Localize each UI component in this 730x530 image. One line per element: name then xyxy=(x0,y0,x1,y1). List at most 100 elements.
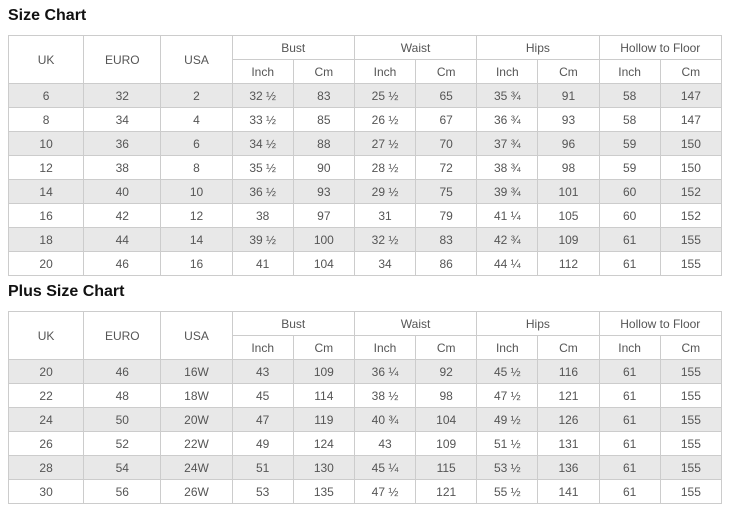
cell: 39 ½ xyxy=(231,227,294,252)
cell: 39 ¾ xyxy=(476,179,539,204)
group-header-waist: Waist xyxy=(353,35,478,60)
table-row: 16 42 12 38 97 31 79 41 ¼ 105 60 152 xyxy=(7,203,723,228)
unit-header-bust-inch: Inch xyxy=(231,335,294,360)
unit-header-hollow-to-floor-inch: Inch xyxy=(598,59,661,84)
unit-header-hips-cm: Cm xyxy=(537,59,600,84)
cell: 98 xyxy=(537,155,600,180)
cell: 38 xyxy=(231,203,294,228)
cell: 2 xyxy=(160,83,233,108)
cell: 135 xyxy=(292,479,355,504)
table-row: 30 56 26W 53 135 47 ½ 121 55 ½ 141 61 155 xyxy=(7,479,723,504)
cell: 27 ½ xyxy=(353,131,417,156)
size-chart-table: UK EURO USA Bust Waist Hips Hollow to Floor Inc… xyxy=(7,35,723,276)
table-row: 18 44 14 39 ½ 100 32 ½ 83 42 ¾ 109 61 155 xyxy=(7,227,723,252)
cell: 43 xyxy=(353,431,417,456)
group-header-hollow-to-floor: Hollow to Floor xyxy=(598,311,723,336)
cell: 150 xyxy=(659,155,723,180)
cell: 44 ¼ xyxy=(476,251,539,276)
column-header-euro: EURO xyxy=(83,311,162,360)
cell: 22W xyxy=(160,431,233,456)
cell: 29 ½ xyxy=(353,179,417,204)
cell: 47 ½ xyxy=(476,383,539,408)
unit-header-waist-cm: Cm xyxy=(415,335,478,360)
group-header-row: UK EURO USA Bust Waist Hips Hollow to Floor xyxy=(7,311,723,360)
unit-header-waist-cm: Cm xyxy=(415,59,478,84)
cell: 61 xyxy=(598,383,661,408)
group-header-bust: Bust xyxy=(231,35,355,60)
cell: 109 xyxy=(537,227,600,252)
cell: 97 xyxy=(292,203,355,228)
cell: 48 xyxy=(83,383,162,408)
size-chart-table-body: 6 32 2 32 ½ 83 25 ½ 65 35 ¾ 91 58 147 8 34 4 33 ½ 85 26 … xyxy=(7,83,723,276)
table-row: 10 36 6 34 ½ 88 27 ½ 70 37 ¾ 96 59 150 xyxy=(7,131,723,156)
cell: 155 xyxy=(659,431,723,456)
unit-header-hips-inch: Inch xyxy=(476,335,539,360)
cell: 30 xyxy=(7,479,85,504)
cell: 47 xyxy=(231,407,294,432)
cell: 44 xyxy=(83,227,162,252)
cell: 60 xyxy=(598,203,661,228)
table-row: 14 40 10 36 ½ 93 29 ½ 75 39 ¾ 101 60 152 xyxy=(7,179,723,204)
unit-header-row: Inch Cm Inch Cm Inch Cm Inch Cm xyxy=(9,59,723,84)
cell: 88 xyxy=(292,131,355,156)
cell: 16 xyxy=(160,251,233,276)
cell: 46 xyxy=(83,359,162,384)
table-row: 12 38 8 35 ½ 90 28 ½ 72 38 ¾ 98 59 150 xyxy=(7,155,723,180)
cell: 155 xyxy=(659,479,723,504)
cell: 152 xyxy=(659,203,723,228)
cell: 92 xyxy=(415,359,478,384)
cell: 90 xyxy=(292,155,355,180)
size-chart-title: Size Chart xyxy=(8,7,87,24)
column-header-uk: UK xyxy=(7,311,85,360)
cell: 58 xyxy=(598,83,661,108)
cell: 38 ½ xyxy=(353,383,417,408)
cell: 40 xyxy=(83,179,162,204)
cell: 119 xyxy=(292,407,355,432)
cell: 121 xyxy=(415,479,478,504)
cell: 54 xyxy=(83,455,162,480)
cell: 91 xyxy=(537,83,600,108)
cell: 98 xyxy=(415,383,478,408)
cell: 72 xyxy=(415,155,478,180)
cell: 24 xyxy=(7,407,85,432)
unit-header-hips-cm: Cm xyxy=(537,335,600,360)
cell: 104 xyxy=(292,251,355,276)
table-row: 28 54 24W 51 130 45 ¼ 115 53 ½ 136 61 155 xyxy=(7,455,723,480)
cell: 36 ½ xyxy=(231,179,294,204)
cell: 155 xyxy=(659,251,723,276)
unit-header-hips-inch: Inch xyxy=(476,59,539,84)
cell: 41 ¼ xyxy=(476,203,539,228)
cell: 114 xyxy=(292,383,355,408)
cell: 112 xyxy=(537,251,600,276)
cell: 45 ½ xyxy=(476,359,539,384)
cell: 150 xyxy=(659,131,723,156)
cell: 155 xyxy=(659,359,723,384)
cell: 86 xyxy=(415,251,478,276)
group-header-row: UK EURO USA Bust Waist Hips Hollow to Floor xyxy=(7,35,723,84)
cell: 61 xyxy=(598,251,661,276)
cell: 46 xyxy=(83,251,162,276)
cell: 61 xyxy=(598,455,661,480)
table-row: 6 32 2 32 ½ 83 25 ½ 65 35 ¾ 91 58 147 xyxy=(7,83,723,108)
cell: 109 xyxy=(415,431,478,456)
unit-header-bust-cm: Cm xyxy=(292,59,355,84)
group-header-hollow-to-floor: Hollow to Floor xyxy=(598,35,723,60)
cell: 55 ½ xyxy=(476,479,539,504)
cell: 16W xyxy=(160,359,233,384)
cell: 24W xyxy=(160,455,233,480)
cell: 36 ¾ xyxy=(476,107,539,132)
plus-size-chart-title: Plus Size Chart xyxy=(8,283,125,300)
cell: 31 xyxy=(353,203,417,228)
cell: 28 ½ xyxy=(353,155,417,180)
cell: 126 xyxy=(537,407,600,432)
cell: 18 xyxy=(7,227,85,252)
cell: 35 ½ xyxy=(231,155,294,180)
size-chart-section: Size Chart UK EURO USA Bust Waist Hips Hollow … xyxy=(7,7,723,276)
table-row: 24 50 20W 47 119 40 ¾ 104 49 ½ 126 61 155 xyxy=(7,407,723,432)
plus-size-chart-table: UK EURO USA Bust Waist Hips Hollow to Floor Inc… xyxy=(7,311,723,504)
cell: 100 xyxy=(292,227,355,252)
cell: 59 xyxy=(598,131,661,156)
cell: 50 xyxy=(83,407,162,432)
cell: 60 xyxy=(598,179,661,204)
cell: 101 xyxy=(537,179,600,204)
